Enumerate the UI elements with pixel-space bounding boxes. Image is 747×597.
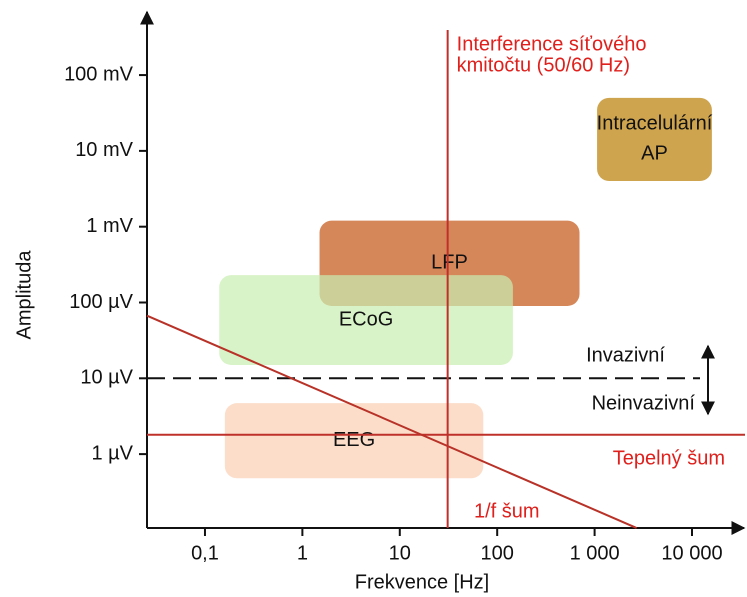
mains-label: kmitočtu (50/60 Hz) [457,54,630,76]
one-over-f-label: 1/f šum [474,500,540,522]
region-label: Intracelulární [597,113,713,135]
y-tick-label: 1 mV [86,215,133,237]
y-tick-label: 100 µV [69,291,133,313]
invasive-label: Invazivní [586,344,665,366]
region-label: LFP [431,252,468,274]
x-tick-label: 10 [389,542,411,564]
region-label: ECoG [339,308,393,330]
noninvasive-label: Neinvazivní [592,392,696,414]
region [219,275,513,365]
region [224,403,484,479]
y-tick-label: 10 mV [75,139,133,161]
regions: Intracelulární AP LFP ECoG EEG [219,97,713,479]
y-tick-label: 100 mV [64,63,134,85]
x-axis-label: Frekvence [Hz] [355,571,489,593]
y-tick-label: 1 µV [91,442,133,464]
region-label: EEG [333,429,375,451]
x-tick-label: 10 000 [661,542,722,564]
y-tick-label: 10 µV [80,367,133,389]
region [597,97,712,182]
mains-label: Interference síťového [457,33,647,55]
y-axis-label: Amplituda [13,250,35,340]
x-tick-label: 1 [297,542,308,564]
x-tick-label: 100 [481,542,514,564]
x-tick-label: 1 000 [570,542,620,564]
one-over-f-line [146,314,638,529]
thermal-noise-label: Tepelný šum [613,447,725,469]
region-label: AP [641,143,668,165]
x-tick-label: 0,1 [191,542,219,564]
